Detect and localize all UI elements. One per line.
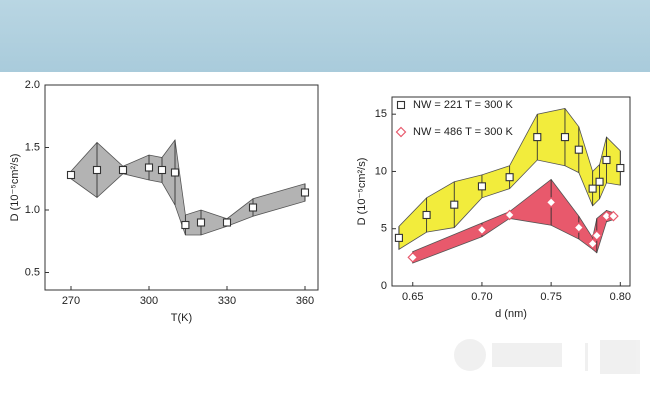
marker xyxy=(118,165,128,175)
y-tick-label: 15 xyxy=(375,108,387,120)
y-tick-label: 5 xyxy=(381,223,387,235)
marker xyxy=(144,163,154,172)
x-tick-label: 0.65 xyxy=(402,291,423,303)
marker xyxy=(602,155,611,165)
marker xyxy=(587,238,598,249)
y-tick-label: 2.0 xyxy=(25,79,40,91)
watermark xyxy=(454,339,640,374)
legend-marker xyxy=(395,126,407,138)
marker xyxy=(616,163,625,173)
y-axis-label: D (10⁻⁵cm²/s) xyxy=(9,154,21,222)
y-tick-label: 0 xyxy=(381,280,387,292)
marker xyxy=(222,218,232,227)
marker xyxy=(300,188,310,197)
marker xyxy=(573,222,585,233)
x-tick-label: 270 xyxy=(62,295,80,307)
header-banner xyxy=(0,0,650,72)
x-tick-label: 0.70 xyxy=(471,291,492,303)
marker xyxy=(170,168,180,177)
error-band xyxy=(70,138,306,236)
legend-label: NW = 486 T = 300 K xyxy=(413,126,514,138)
marker xyxy=(181,220,190,230)
marker xyxy=(476,224,488,236)
marker xyxy=(422,210,431,220)
y-tick-label: 0.5 xyxy=(25,266,40,278)
y-tick-label: 10 xyxy=(375,165,387,177)
marker xyxy=(157,165,167,175)
marker xyxy=(608,210,619,222)
x-tick-label: 360 xyxy=(296,295,314,307)
marker xyxy=(595,177,604,186)
marker xyxy=(248,203,258,212)
x-tick-label: 300 xyxy=(140,295,158,307)
marker xyxy=(591,230,603,241)
marker xyxy=(505,173,514,182)
legend-label: NW = 221 T = 300 K xyxy=(413,99,514,111)
marker xyxy=(601,210,612,222)
x-axis-label: T(K) xyxy=(171,312,192,324)
marker xyxy=(92,165,102,175)
x-axis-label: d (nm) xyxy=(495,308,527,320)
marker xyxy=(574,145,583,154)
marker xyxy=(407,252,419,263)
x-tick-label: 330 xyxy=(218,295,236,307)
x-tick-label: 0.75 xyxy=(540,291,561,303)
marker xyxy=(450,200,459,209)
y-axis-label: D (10⁻⁵cm²/s) xyxy=(356,158,368,226)
marker xyxy=(394,233,403,242)
plot-frame xyxy=(391,96,631,287)
plot-frame xyxy=(44,84,319,291)
marker xyxy=(504,209,515,221)
y-tick-label: 1.0 xyxy=(25,204,40,216)
marker xyxy=(66,170,76,180)
legend-marker xyxy=(396,100,406,110)
marker xyxy=(588,184,597,193)
x-tick-label: 0.80 xyxy=(610,291,631,303)
marker xyxy=(545,197,557,208)
marker xyxy=(533,133,542,142)
y-tick-label: 1.5 xyxy=(25,141,40,153)
marker xyxy=(477,182,486,191)
marker xyxy=(196,218,206,227)
marker xyxy=(560,133,570,142)
